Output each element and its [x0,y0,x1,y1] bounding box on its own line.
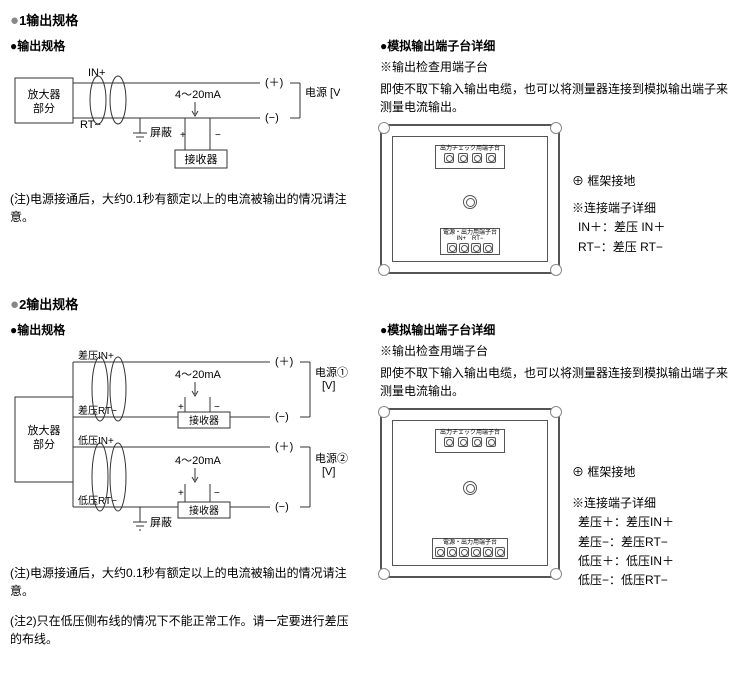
section-2-note-1: (注)电源接通后，大约0.1秒有额定以上的电流被输出的情况请注意。 [10,564,360,600]
ground-label-2: ⊕ 框架接地 [572,463,674,482]
svg-text:[V]: [V] [322,380,335,392]
svg-text:+: + [178,488,184,499]
svg-text:部分: 部分 [33,437,55,451]
right-desc-2: 即使不取下输入输出电缆，也可以将测量器连接到模拟输出端子来测量电流输出。 [380,80,735,116]
section-1-right-header: ●模拟输出端子台详细 [380,37,735,54]
conn-3b: 低压＋：低压IN＋ [572,552,674,571]
svg-text:部分: 部分 [33,101,55,115]
bullet-icon: ● [10,12,19,29]
right-desc-1: ※输出检查用端子台 [380,58,735,76]
svg-text:(−): (−) [265,112,279,124]
ground-screw-icon [463,195,477,209]
section-2-right-header: ●模拟输出端子台详细 [380,321,735,338]
svg-text:(−): (−) [275,411,289,423]
terminal-box-1: 出力チェック用端子台 電源・出力用端子台 IN+ RT− [380,124,560,274]
conn-1: IN＋：差压 IN＋ [572,218,665,237]
check-terminal-block: 出力チェック用端子台 [435,145,505,169]
right-header-text-2: 模拟输出端子台详细 [387,323,495,337]
svg-text:(−): (−) [275,501,289,513]
svg-text:放大器: 放大器 [28,87,61,101]
section-2-title-text: 2输出规格 [19,297,78,312]
svg-text:+: + [180,130,186,141]
conn-header: ※连接端子详细 [572,199,665,218]
io-terminal-block: 電源・出力用端子台 IN+ RT− [440,228,500,255]
conn-1b: 差压＋：差压IN＋ [572,513,674,532]
svg-text:放大器: 放大器 [28,423,61,437]
svg-text:接收器: 接收器 [189,504,219,517]
svg-text:屏蔽: 屏蔽 [150,126,172,139]
right-desc-2b: 即使不取下输入输出电缆，也可以将测量器连接到模拟输出端子来测量电流输出。 [380,364,735,400]
wiring-diagram-1: 放大器 部分 IN+ (＋) RT− (−) 电源 [V] 4～20mA [10,58,340,178]
svg-text:−: − [214,488,220,499]
svg-text:接收器: 接收器 [189,414,219,427]
io-terminal-block-2: 電源・出力用端子台 [432,538,508,559]
svg-text:−: − [214,402,220,413]
left-header-text-2: 输出规格 [17,323,65,337]
section-1-left: ●输出规格 放大器 部分 IN+ (＋) RT− (−) 电源 [V] [10,37,360,226]
right-desc-1b: ※输出检查用端子台 [380,342,735,360]
svg-text:[V]: [V] [322,466,335,478]
svg-text:电源②: 电源② [315,451,348,465]
svg-text:4～20mA: 4～20mA [175,369,222,381]
right-header-text: 模拟输出端子台详细 [387,39,495,53]
conn-4b: 低压−：低压RT− [572,571,674,590]
svg-text:屏蔽: 屏蔽 [150,516,172,529]
section-1-title-text: 1输出规格 [19,13,78,28]
svg-text:(＋): (＋) [265,77,283,89]
svg-text:(＋): (＋) [275,356,293,368]
check-terminal-label-2: 出力チェック用端子台 [440,430,500,436]
section-1-output-spec: ●1输出规格 ●输出规格 放大器 部分 IN+ (＋) RT− (−) [10,10,735,274]
conn-2: RT−：差压 RT− [572,238,665,257]
ground-screw-icon-2 [463,481,477,495]
io-terminal-label: 電源・出力用端子台 [443,540,497,546]
section-1-left-header: ●输出规格 [10,37,360,54]
section-1-right: ●模拟输出端子台详细 ※输出检查用端子台 即使不取下输入输出电缆，也可以将测量器… [380,37,735,274]
bullet-icon: ● [10,296,19,313]
io-terminal-label-2: IN+ RT− [457,236,484,242]
svg-text:电源 [V]: 电源 [V] [305,85,340,99]
svg-text:4～20mA: 4～20mA [175,455,222,467]
svg-text:(＋): (＋) [275,441,293,453]
svg-text:低压IN+: 低压IN+ [78,434,114,447]
conn-header-2: ※连接端子详细 [572,494,674,513]
terminal-annotations-1: ⊕ 框架接地 ※连接端子详细 IN＋：差压 IN＋ RT−：差压 RT− [572,124,665,257]
ground-label: ⊕ 框架接地 [572,172,665,191]
svg-text:电源①: 电源① [315,365,348,379]
check-terminal-label: 出力チェック用端子台 [440,146,500,152]
svg-text:+: + [178,402,184,413]
section-2-title: ●2输出规格 [10,294,735,313]
svg-text:−: − [215,130,221,141]
terminal-box-2: 出力チェック用端子台 電源・出力用端子台 [380,408,560,578]
svg-text:4～20mA: 4～20mA [175,89,222,101]
section-1-title: ●1输出规格 [10,10,735,29]
wiring-diagram-2: 放大器 部分 差压IN+ (＋) 差压RT− (−) 电源① [V] 4～20m… [10,342,350,552]
section-1-note: (注)电源接通后，大约0.1秒有额定以上的电流被输出的情况请注意。 [10,190,360,226]
section-2-left: ●输出规格 放大器 部分 差压IN+ (＋) 差压RT− (−) [10,321,360,648]
svg-text:IN+: IN+ [88,67,105,79]
terminal-annotations-2: ⊕ 框架接地 ※连接端子详细 差压＋：差压IN＋ 差压−：差压RT− 低压＋：低… [572,408,674,590]
left-header-text: 输出规格 [17,39,65,53]
section-2-left-header: ●输出规格 [10,321,360,338]
section-2-note-2: (注2)只在低压侧布线的情况下不能正常工作。请一定要进行差压的布线。 [10,612,360,648]
check-terminal-block-2: 出力チェック用端子台 [435,429,505,453]
svg-text:接收器: 接收器 [185,152,218,166]
svg-text:RT−: RT− [80,119,101,131]
conn-2b: 差压−：差压RT− [572,533,674,552]
section-2-output-spec: ●2输出规格 ●输出规格 放大器 部分 差压IN+ (＋) 差压RT− (−) [10,294,735,648]
section-2-right: ●模拟输出端子台详细 ※输出检查用端子台 即使不取下输入输出电缆，也可以将测量器… [380,321,735,590]
